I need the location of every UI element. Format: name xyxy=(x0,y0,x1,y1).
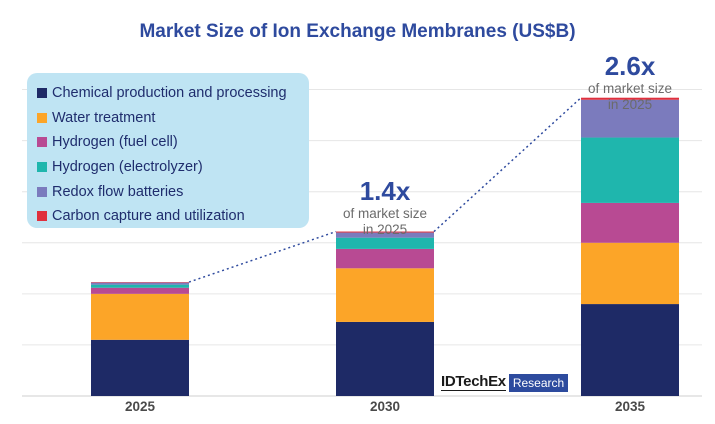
watermark-brand: IDTechEx xyxy=(441,373,506,391)
bar-segment-2025-0 xyxy=(91,339,189,396)
bar-segment-2025-4 xyxy=(91,282,189,285)
bar-segment-2025-1 xyxy=(91,293,189,340)
legend-item: Carbon capture and utilization xyxy=(37,204,309,229)
bar-segment-2030-3 xyxy=(336,237,434,249)
growth-caption-line1: of market size xyxy=(587,81,673,96)
bar-segment-2035-0 xyxy=(581,304,679,396)
growth-caption-line2: in 2025 xyxy=(607,97,653,112)
bar-segment-2035-3 xyxy=(581,137,679,203)
growth-callout-2035: 2.6x of market size in 2025 xyxy=(565,51,695,113)
legend-label: Redox flow batteries xyxy=(52,183,184,200)
bar-segment-2030-5 xyxy=(336,231,434,233)
bar-segment-2025-5 xyxy=(91,282,189,283)
watermark-logo: IDTechEx Research xyxy=(441,373,569,392)
legend-label: Hydrogen (electrolyzer) xyxy=(52,159,203,176)
x-tick-label-2035: 2035 xyxy=(614,399,646,414)
x-tick-label-2030: 2030 xyxy=(369,399,401,414)
legend-label: Chemical production and processing xyxy=(52,85,287,102)
legend-item: Hydrogen (fuel cell) xyxy=(37,130,309,155)
growth-callout-2030: 1.4x of market size in 2025 xyxy=(320,176,450,238)
legend-swatch xyxy=(37,112,47,123)
bar-segment-2035-4 xyxy=(581,99,679,138)
legend-swatch xyxy=(37,88,47,99)
stacked-bars xyxy=(91,97,679,396)
growth-multiplier: 1.4x xyxy=(359,176,411,206)
bar-segment-2035-5 xyxy=(581,97,679,100)
growth-caption-line1: of market size xyxy=(342,206,428,221)
bar-segment-2035-1 xyxy=(581,242,679,305)
growth-connector xyxy=(433,97,582,233)
legend-label: Carbon capture and utilization xyxy=(52,208,245,225)
legend: Chemical production and processing Water … xyxy=(27,73,309,228)
legend-item: Chemical production and processing xyxy=(37,81,309,106)
bar-segment-2030-1 xyxy=(336,268,434,322)
legend-label: Hydrogen (fuel cell) xyxy=(52,134,178,151)
x-tick-label-2025: 2025 xyxy=(124,399,156,414)
bar-segment-2025-3 xyxy=(91,284,189,288)
legend-swatch xyxy=(37,186,47,197)
growth-connector xyxy=(188,230,337,283)
legend-item: Hydrogen (electrolyzer) xyxy=(37,155,309,180)
legend-swatch xyxy=(37,162,47,173)
legend-swatch xyxy=(37,137,47,148)
chart-title: Market Size of Ion Exchange Membranes (U… xyxy=(139,21,576,42)
growth-connectors xyxy=(188,97,582,283)
legend-swatch xyxy=(37,211,47,222)
bar-segment-2030-4 xyxy=(336,232,434,238)
legend-item: Redox flow batteries xyxy=(37,179,309,204)
growth-caption-line2: in 2025 xyxy=(362,222,408,237)
growth-multiplier: 2.6x xyxy=(604,51,656,81)
bar-segment-2030-2 xyxy=(336,248,434,269)
watermark-tag: Research xyxy=(508,373,569,392)
legend-label: Water treatment xyxy=(52,109,156,126)
bar-segment-2030-0 xyxy=(336,321,434,396)
bar-segment-2035-2 xyxy=(581,202,679,243)
legend-item: Water treatment xyxy=(37,106,309,131)
bar-segment-2025-2 xyxy=(91,287,189,294)
